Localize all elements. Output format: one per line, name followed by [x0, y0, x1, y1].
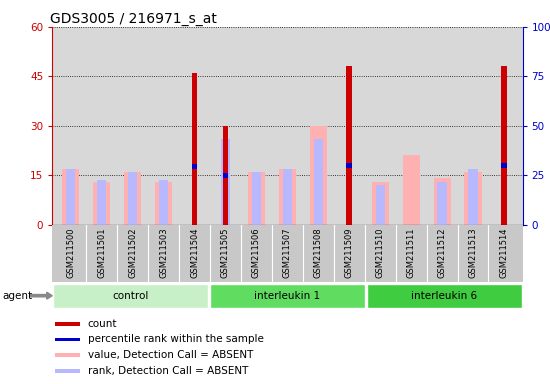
Bar — [62, 169, 79, 225]
Text: agent: agent — [3, 291, 33, 301]
Text: GSM211501: GSM211501 — [97, 227, 106, 278]
Bar — [54, 369, 80, 372]
Bar — [437, 182, 447, 225]
Bar — [279, 169, 296, 225]
Bar — [192, 73, 197, 225]
Bar — [94, 182, 110, 225]
Bar — [66, 169, 75, 225]
Text: interleukin 1: interleukin 1 — [254, 291, 321, 301]
Text: GSM211510: GSM211510 — [376, 227, 384, 278]
Bar — [221, 139, 230, 225]
Text: GSM211500: GSM211500 — [67, 227, 75, 278]
Bar — [53, 283, 208, 308]
Text: GSM211506: GSM211506 — [252, 227, 261, 278]
Bar — [346, 163, 352, 168]
Bar — [403, 156, 420, 225]
Bar — [469, 169, 477, 225]
Text: rank, Detection Call = ABSENT: rank, Detection Call = ABSENT — [87, 366, 248, 376]
Bar — [501, 163, 507, 168]
Bar — [210, 283, 365, 308]
Bar — [128, 172, 138, 225]
Bar — [54, 322, 80, 326]
Text: GSM211509: GSM211509 — [345, 227, 354, 278]
Bar — [252, 172, 261, 225]
Text: GDS3005 / 216971_s_at: GDS3005 / 216971_s_at — [50, 12, 217, 26]
Bar — [97, 180, 106, 225]
Bar — [367, 283, 521, 308]
Text: GSM211502: GSM211502 — [128, 227, 137, 278]
Bar — [54, 338, 80, 341]
Bar — [372, 182, 389, 225]
Text: GSM211508: GSM211508 — [314, 227, 323, 278]
Bar — [124, 172, 141, 225]
Text: GSM211505: GSM211505 — [221, 227, 230, 278]
Text: GSM211507: GSM211507 — [283, 227, 292, 278]
Text: GSM211511: GSM211511 — [406, 227, 416, 278]
Text: control: control — [112, 291, 149, 301]
Bar — [501, 66, 507, 225]
Text: value, Detection Call = ABSENT: value, Detection Call = ABSENT — [87, 350, 253, 360]
Bar — [223, 126, 228, 225]
Text: GSM211513: GSM211513 — [469, 227, 477, 278]
Bar — [155, 182, 172, 225]
Bar — [192, 164, 197, 169]
Text: count: count — [87, 319, 117, 329]
Text: percentile rank within the sample: percentile rank within the sample — [87, 334, 263, 344]
Bar — [54, 353, 80, 357]
Text: GSM211503: GSM211503 — [159, 227, 168, 278]
Bar — [433, 179, 450, 225]
Bar — [310, 126, 327, 225]
Bar — [223, 173, 228, 178]
Bar — [465, 172, 481, 225]
Text: GSM211504: GSM211504 — [190, 227, 199, 278]
Bar — [376, 185, 385, 225]
Bar — [159, 180, 168, 225]
Bar — [346, 66, 352, 225]
Text: GSM211514: GSM211514 — [499, 227, 508, 278]
Bar — [283, 169, 292, 225]
Bar — [314, 139, 323, 225]
Text: GSM211512: GSM211512 — [438, 227, 447, 278]
Text: interleukin 6: interleukin 6 — [411, 291, 477, 301]
Bar — [248, 172, 265, 225]
